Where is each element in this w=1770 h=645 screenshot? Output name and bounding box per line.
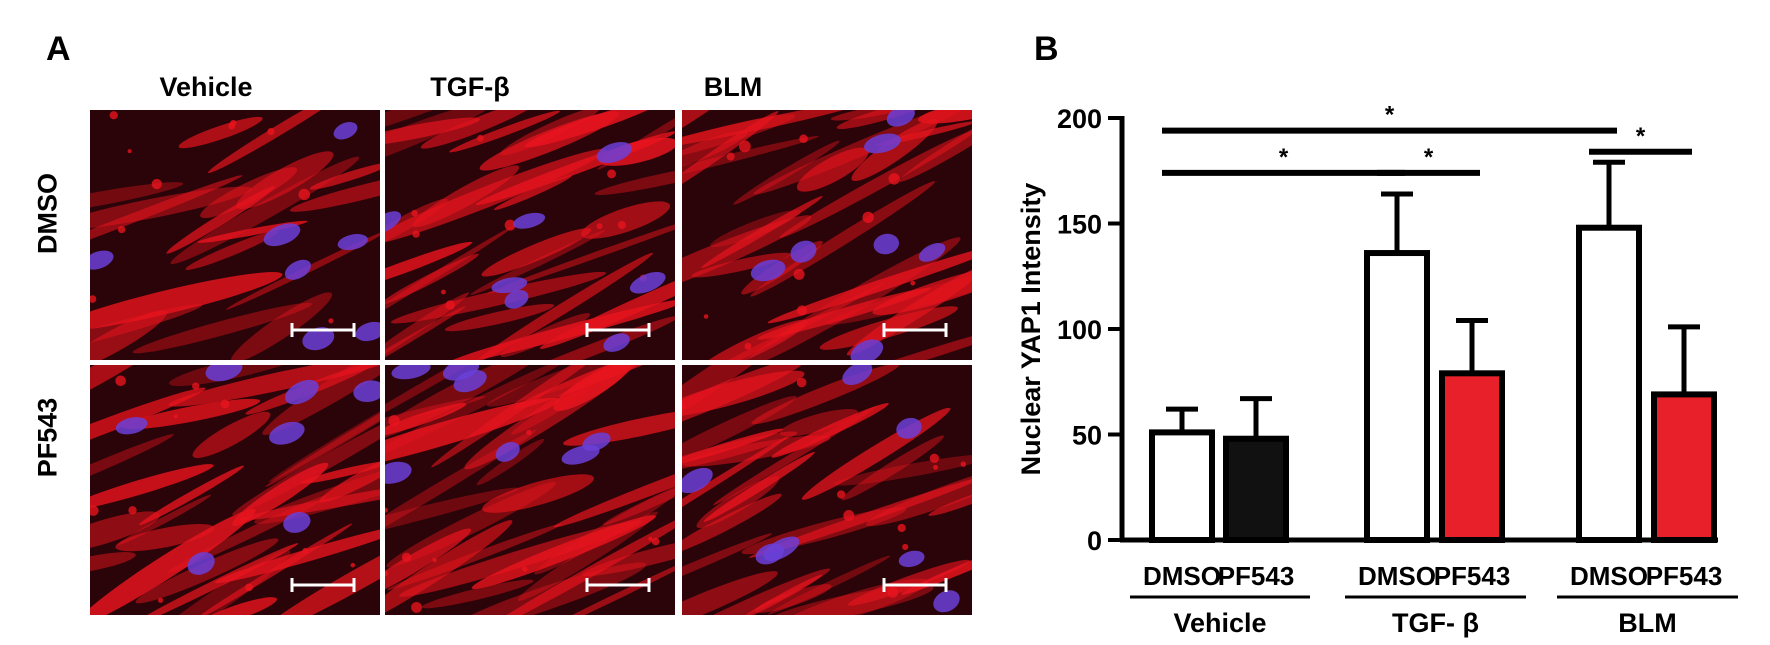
y-tick-label: 0 <box>1087 526 1102 556</box>
y-tick-label: 100 <box>1057 315 1102 345</box>
bar-tgf-dmso <box>1364 250 1430 543</box>
bar-label: PF543 <box>1646 561 1723 591</box>
bar-tgf-pf543 <box>1439 370 1505 543</box>
scale-bar <box>290 578 356 592</box>
scale-bar <box>585 323 651 337</box>
group-label: BLM <box>1618 608 1676 638</box>
scale-bar <box>882 323 948 337</box>
column-title-vehicle: Vehicle <box>159 72 253 102</box>
bar-label: DMSO <box>1570 561 1648 591</box>
significance-star: * <box>1636 123 1646 150</box>
bar-label: PF543 <box>1434 561 1511 591</box>
significance-star: * <box>1424 144 1434 171</box>
significance-star: * <box>1385 102 1395 129</box>
bar-vehicle-dmso <box>1149 429 1215 544</box>
bar-label: PF543 <box>1218 561 1295 591</box>
scale-bar <box>882 578 948 592</box>
significance-star: * <box>1279 144 1289 171</box>
scale-bar <box>290 323 356 337</box>
y-axis-label: Nuclear YAP1 Intensity <box>1016 183 1046 476</box>
y-tick-label: 50 <box>1072 421 1102 451</box>
group-label: Vehicle <box>1173 608 1266 638</box>
micrograph-dmso-blm <box>682 110 972 360</box>
bar-label: DMSO <box>1358 561 1436 591</box>
micrograph-dmso-tgf-beta <box>385 110 675 360</box>
group-label: TGF- β <box>1392 608 1479 638</box>
panel-a-label: A <box>46 30 71 68</box>
bar-blm-dmso <box>1576 224 1642 543</box>
panel-b-label: B <box>1034 30 1059 68</box>
column-title-blm: BLM <box>703 72 763 102</box>
bar-label: DMSO <box>1143 561 1221 591</box>
y-tick-label: 200 <box>1057 104 1102 134</box>
micrograph-pf543-tgf-beta <box>385 365 675 615</box>
bar-vehicle-pf543 <box>1223 435 1289 543</box>
scale-bar <box>585 578 651 592</box>
micrograph-pf543-vehicle <box>90 365 380 615</box>
micrograph-dmso-vehicle <box>90 110 380 360</box>
column-title-tgf-beta: TGF-β <box>430 72 510 102</box>
bar-blm-pf543 <box>1651 391 1717 543</box>
y-tick-label: 150 <box>1057 210 1102 240</box>
micrograph-pf543-blm <box>682 365 972 615</box>
